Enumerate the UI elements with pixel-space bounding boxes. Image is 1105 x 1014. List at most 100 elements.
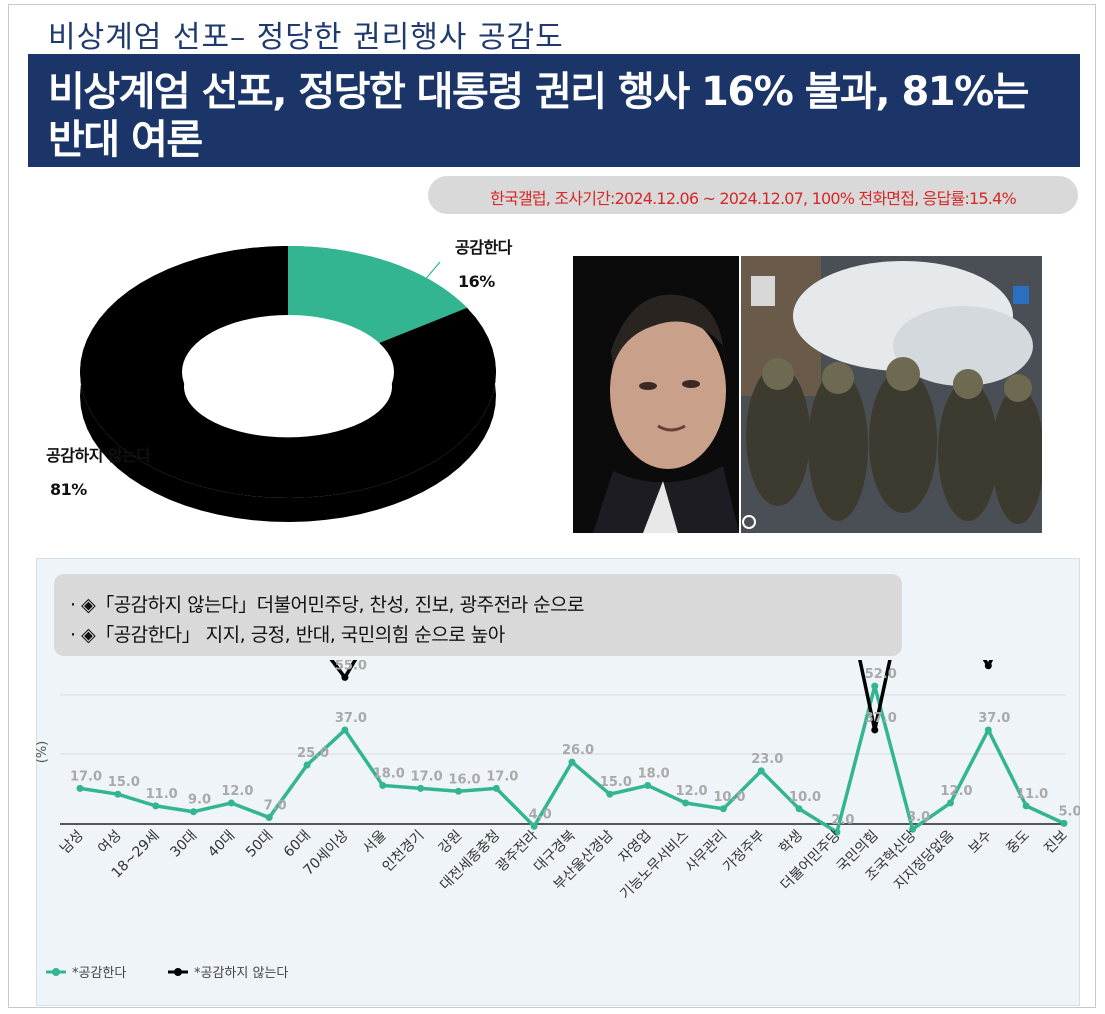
data-label-agree: 15.0: [108, 775, 140, 790]
data-label-agree: 5.0: [1058, 804, 1080, 819]
data-point-agree: [265, 814, 273, 822]
line-chart: (%) 17.0 15.0 11.0 9.0 12.0 7.0 25.0 37.0 18.0 17…: [36, 660, 1080, 981]
data-label-agree: 37.0: [335, 711, 367, 726]
data-point-agree: [1060, 819, 1068, 827]
data-label-agree: 12.0: [221, 784, 253, 799]
data-point-agree: [190, 808, 198, 816]
data-label-agree: 37.0: [978, 711, 1010, 726]
data-point-agree: [303, 761, 311, 769]
data-point-agree: [644, 781, 652, 789]
news-photo: [573, 256, 1042, 533]
data-point-agree: [152, 802, 160, 810]
x-tick-label: 50대: [243, 828, 276, 861]
data-point-agree: [909, 825, 917, 833]
data-label-agree: 18.0: [373, 766, 405, 781]
data-label-agree: 15.0: [600, 775, 632, 790]
data-label-agree: 4.0: [529, 807, 552, 822]
data-point-agree: [606, 790, 614, 798]
data-point-disagree: [341, 673, 349, 681]
legend-label-disagree: *공감하지 않는다: [194, 966, 288, 981]
donut-chart: [80, 246, 496, 522]
data-label-agree: 10.0: [789, 790, 821, 805]
donut-leader-line: [408, 261, 441, 300]
data-label-agree: 17.0: [70, 769, 102, 784]
x-tick-label: 남성: [57, 828, 87, 858]
data-point-agree: [757, 767, 765, 775]
x-tick-label: 학생: [776, 828, 806, 858]
data-point-agree: [1022, 802, 1030, 810]
data-point-agree: [984, 726, 992, 734]
x-tick-label: 진보: [1041, 827, 1071, 857]
data-label-agree: 17.0: [486, 769, 518, 784]
data-point-agree: [114, 790, 122, 798]
x-tick-label: 60대: [281, 828, 314, 861]
data-label-agree: 9.0: [188, 793, 211, 808]
data-label-agree: 3.0: [907, 810, 930, 825]
donut-slice-agree: [288, 246, 468, 343]
page-frame: [8, 4, 1096, 1008]
data-point-agree: [76, 784, 84, 792]
survey-source-text: 한국갤럽, 조사기간:2024.12.06 ~ 2024.12.07, 100%…: [490, 189, 1017, 208]
data-label-agree: 17.0: [411, 769, 443, 784]
data-label-agree: 11.0: [1016, 787, 1048, 802]
survey-source-pill: 한국갤럽, 조사기간:2024.12.06 ~ 2024.12.07, 100%…: [428, 176, 1078, 214]
x-tick-label: 40대: [205, 828, 238, 861]
headline-line2: 반대 여론: [48, 117, 203, 163]
x-tick-label: 보수: [966, 827, 996, 857]
data-label-agree: 25.0: [297, 746, 329, 761]
data-label-agree: 7.0: [264, 799, 287, 814]
x-tick-label: 서울: [360, 827, 390, 857]
data-point-agree: [568, 758, 576, 766]
x-tick-label: 중도: [1003, 827, 1033, 857]
legend-label-agree: *공감한다: [72, 966, 126, 981]
data-point-agree: [227, 799, 235, 807]
x-tick-label: 인천경기: [380, 828, 428, 876]
x-tick-label: 여성: [95, 828, 125, 858]
legend-marker-agree: [52, 968, 60, 976]
data-label-agree: 18.0: [638, 766, 670, 781]
data-point-agree: [454, 787, 462, 795]
donut-value-disagree: 81%: [50, 480, 87, 499]
donut-label-disagree: 공감하지 않는다: [46, 446, 151, 465]
y-axis-label: (%): [36, 741, 50, 764]
data-point-agree: [530, 822, 538, 830]
data-label-agree: 12.0: [940, 784, 972, 799]
data-point-agree: [946, 799, 954, 807]
x-tick-label: 30대: [167, 828, 200, 861]
headline-banner: 비상계엄 선포, 정당한 대통령 권리 행사 16% 불과, 81%는 반대 여…: [28, 54, 1080, 167]
data-label-agree: 16.0: [448, 772, 480, 787]
x-tick-label: 가정주부: [720, 827, 768, 875]
data-point-disagree: [984, 662, 992, 670]
data-label-agree: 26.0: [562, 743, 594, 758]
data-label-disagree: 59.0: [978, 660, 1010, 662]
data-label-disagree: 55.0: [335, 660, 367, 673]
data-point-agree: [379, 781, 387, 789]
donut-hole: [184, 335, 392, 438]
data-label-agree: 2.0: [831, 813, 854, 828]
data-point-agree: [871, 682, 879, 690]
note-line-1: · ◈「공감하지 않는다」더불어민주당, 찬성, 진보, 광주전라 순으로: [70, 594, 585, 616]
data-label-agree: 11.0: [146, 787, 178, 802]
x-tick-label: 기능노무서비스: [617, 827, 692, 902]
donut-label-agree: 공감한다: [455, 238, 512, 257]
data-point-disagree: [871, 726, 879, 734]
headline-line1: 비상계엄 선포, 정당한 대통령 권리 행사 16% 불과, 81%는: [48, 69, 1029, 115]
news-photo-image: [573, 256, 1042, 533]
legend: *공감한다 *공감하지 않는다: [46, 966, 288, 981]
data-point-agree: [492, 784, 500, 792]
data-label-agree: 10.0: [713, 790, 745, 805]
data-point-agree: [719, 805, 727, 813]
data-label-agree: 23.0: [751, 752, 783, 767]
donut-value-agree: 16%: [458, 272, 495, 291]
note-line-2: · ◈「공감한다」 지지, 긍정, 반대, 국민의힘 순으로 높아: [70, 624, 505, 646]
data-point-agree: [341, 726, 349, 734]
donut-slice-disagree: [80, 246, 496, 498]
x-tick-label: 강원: [436, 828, 466, 858]
note-box: [54, 574, 902, 656]
legend-marker-disagree: [174, 968, 182, 976]
data-point-agree: [417, 784, 425, 792]
data-label-agree: 52.0: [865, 667, 897, 682]
data-point-agree: [795, 805, 803, 813]
data-point-agree: [682, 799, 690, 807]
data-label-disagree: 37.0: [865, 711, 897, 726]
